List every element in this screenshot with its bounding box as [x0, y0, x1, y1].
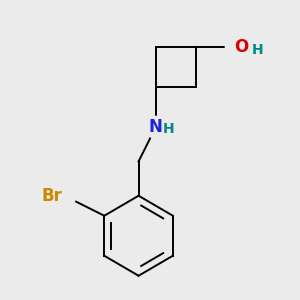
Text: O: O	[234, 38, 249, 56]
Text: H: H	[251, 43, 263, 57]
Text: Br: Br	[42, 187, 63, 205]
Text: N: N	[149, 118, 163, 136]
Text: H: H	[163, 122, 175, 136]
